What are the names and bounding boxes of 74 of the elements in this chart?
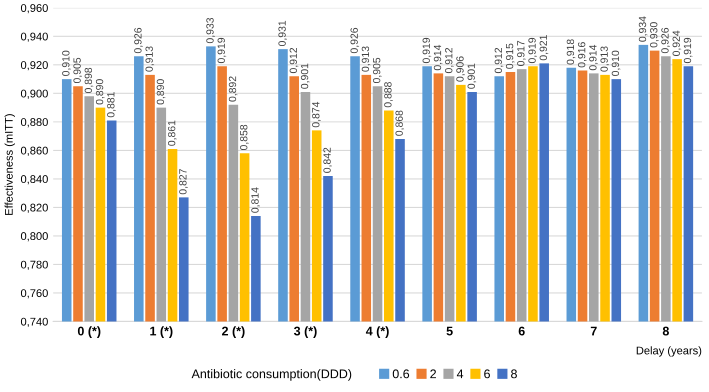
- data-label: 0,917: [517, 40, 526, 66]
- data-label: 0,914: [434, 44, 442, 70]
- data-label: 0,926: [350, 28, 360, 54]
- x-tick-label: 1 (*): [150, 326, 172, 338]
- y-tick-label: 0,920: [20, 61, 48, 70]
- legend-title: Antibiotic consumption(DDD): [192, 369, 352, 381]
- y-tick-label: 0,900: [20, 90, 48, 99]
- x-axis-title: Delay (years): [636, 346, 702, 357]
- data-label: 0,814: [251, 187, 260, 213]
- legend-label: 4: [456, 370, 464, 378]
- data-label: 0,919: [528, 38, 537, 64]
- y-tick-label: 0,740: [20, 318, 48, 327]
- x-tick-label: 8: [662, 326, 669, 336]
- data-label: 0,888: [384, 82, 393, 108]
- data-label: 0,934: [638, 16, 648, 42]
- data-label: 0,921: [540, 35, 548, 60]
- data-label: 0,933: [206, 18, 215, 44]
- x-tick-label: 0 (*): [78, 326, 100, 338]
- data-label: 0,912: [445, 48, 454, 74]
- data-label: 0,910: [612, 50, 620, 76]
- data-label: 0,827: [179, 169, 188, 194]
- x-tick-label: 5: [446, 326, 453, 336]
- x-tick-label: 7: [590, 326, 597, 336]
- data-label: 0,924: [672, 30, 682, 56]
- data-label: 0,910: [62, 50, 71, 76]
- data-label: 0,892: [228, 76, 238, 102]
- legend-label: 0.6: [392, 369, 410, 378]
- data-label: 0,913: [600, 46, 610, 72]
- data-label: 0,926: [134, 28, 143, 54]
- y-tick-label: 0,800: [20, 232, 48, 242]
- legend-label: 8: [511, 369, 517, 378]
- x-tick-label: 6: [518, 326, 525, 336]
- data-label: 0,861: [168, 120, 177, 146]
- y-tick-label: 0,820: [20, 204, 48, 213]
- data-label: 0,930: [650, 22, 659, 48]
- x-tick-label: 2 (*): [222, 326, 245, 338]
- data-label: 0,905: [73, 58, 82, 84]
- data-label: 0,919: [218, 38, 226, 64]
- data-label: 0,858: [240, 124, 249, 150]
- legend-label: 2: [430, 369, 436, 378]
- data-label: 0,913: [145, 46, 154, 72]
- y-axis-title: Effectiveness (mITT): [4, 114, 15, 215]
- data-label: 0,905: [372, 58, 382, 84]
- data-label: 0,874: [312, 102, 321, 128]
- data-label: 0,912: [494, 48, 504, 74]
- y-tick-label: 0,880: [20, 118, 48, 128]
- data-label: 0,906: [456, 56, 465, 82]
- data-label: 0,890: [96, 79, 104, 104]
- data-label: 0,890: [156, 79, 166, 104]
- data-label: 0,881: [107, 92, 116, 118]
- y-tick-label: 0,760: [20, 289, 48, 298]
- data-label: 0,919: [422, 38, 432, 64]
- data-label: 0,898: [84, 68, 94, 94]
- y-tick-label: 0,960: [20, 4, 48, 14]
- data-label: 0,868: [395, 110, 404, 136]
- y-tick-label: 0,940: [20, 32, 48, 42]
- data-label: 0,913: [362, 46, 370, 72]
- y-tick-label: 0,860: [20, 146, 48, 156]
- data-label: 0,901: [300, 64, 310, 89]
- x-tick-label: 4 (*): [366, 326, 389, 338]
- data-label: 0,901: [468, 64, 476, 89]
- y-tick-label: 0,840: [20, 175, 48, 184]
- data-label: 0,915: [506, 44, 514, 69]
- x-tick-label: 3 (*): [294, 326, 317, 338]
- y-tick-label: 0,780: [20, 260, 48, 270]
- data-label: 0,918: [566, 39, 576, 65]
- legend-label: 6: [484, 369, 490, 378]
- data-label: 0,919: [684, 38, 692, 64]
- data-label: 0,926: [661, 28, 670, 54]
- data-label: 0,912: [290, 48, 298, 74]
- data-label: 0,931: [278, 20, 287, 46]
- data-label: 0,914: [589, 44, 598, 70]
- data-label: 0,916: [578, 42, 587, 68]
- data-label: 0,842: [323, 148, 332, 173]
